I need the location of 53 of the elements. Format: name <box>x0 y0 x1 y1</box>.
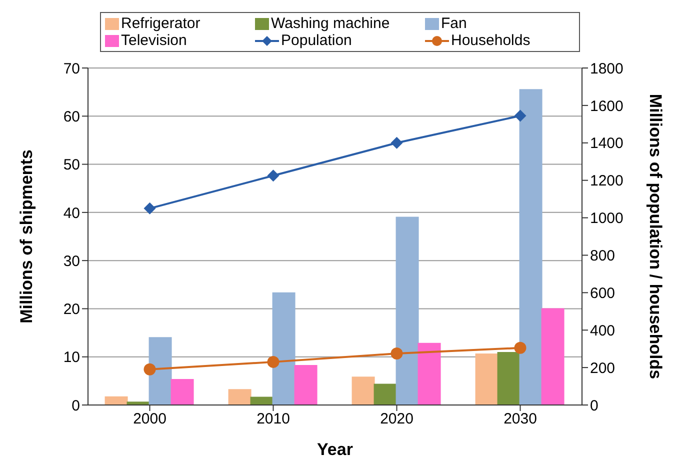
bar <box>294 365 318 405</box>
point <box>514 342 526 354</box>
bar <box>170 378 194 405</box>
x-axis-title: Year <box>317 440 354 459</box>
point <box>144 202 156 214</box>
y2-tick-label: 800 <box>590 248 616 265</box>
bar <box>352 376 375 405</box>
y2-tick-label: 1800 <box>590 60 624 78</box>
point <box>267 170 280 182</box>
y-tick-label: 50 <box>63 156 80 174</box>
legend-label: Washing machine <box>271 15 390 32</box>
y-tick-label: 20 <box>63 301 80 318</box>
y2-tick-label: 1400 <box>590 135 624 152</box>
point <box>390 136 403 149</box>
y-tick-label: 30 <box>63 252 80 270</box>
bar <box>374 384 397 405</box>
y-tick-label: 70 <box>63 60 80 78</box>
bar <box>228 389 252 405</box>
y-tick-label: 0 <box>72 397 80 414</box>
legend-label: Households <box>451 32 530 49</box>
point <box>514 110 526 122</box>
x-tick-label: 2010 <box>256 410 290 428</box>
y2-tick-label: 1000 <box>590 210 624 228</box>
point <box>267 356 280 368</box>
y2-tick-label: 600 <box>590 284 616 302</box>
y-tick-label: 60 <box>63 108 80 126</box>
x-tick-label: 2000 <box>133 410 166 428</box>
x-tick-label: 2020 <box>380 410 414 428</box>
legend-label: Refrigerator <box>121 15 200 32</box>
legend-label: Fan <box>441 15 467 32</box>
legend-label: Population <box>281 32 352 49</box>
y2-tick-label: 1200 <box>590 172 624 190</box>
y2-tick-label: 1600 <box>590 98 624 115</box>
y2-axis-title: Millions of population / households <box>646 94 665 380</box>
bar <box>272 292 296 405</box>
y2-tick-label: 400 <box>590 322 616 340</box>
bar <box>396 216 419 405</box>
y2-tick-label: 200 <box>590 360 616 377</box>
y2-tick-label: 0 <box>590 397 598 414</box>
point <box>390 348 403 360</box>
point <box>144 363 156 376</box>
y-axis-title: Millions of shipments <box>17 150 36 324</box>
bar <box>497 352 520 405</box>
x-tick-label: 2030 <box>504 410 537 428</box>
bar <box>418 342 441 405</box>
y-tick-label: 40 <box>63 204 80 222</box>
y-tick-label: 10 <box>63 349 80 366</box>
legend-label: Television <box>121 32 187 49</box>
bar <box>519 89 542 405</box>
bar <box>475 353 498 405</box>
bar <box>541 308 564 405</box>
bar <box>104 396 128 405</box>
bar <box>148 337 172 405</box>
